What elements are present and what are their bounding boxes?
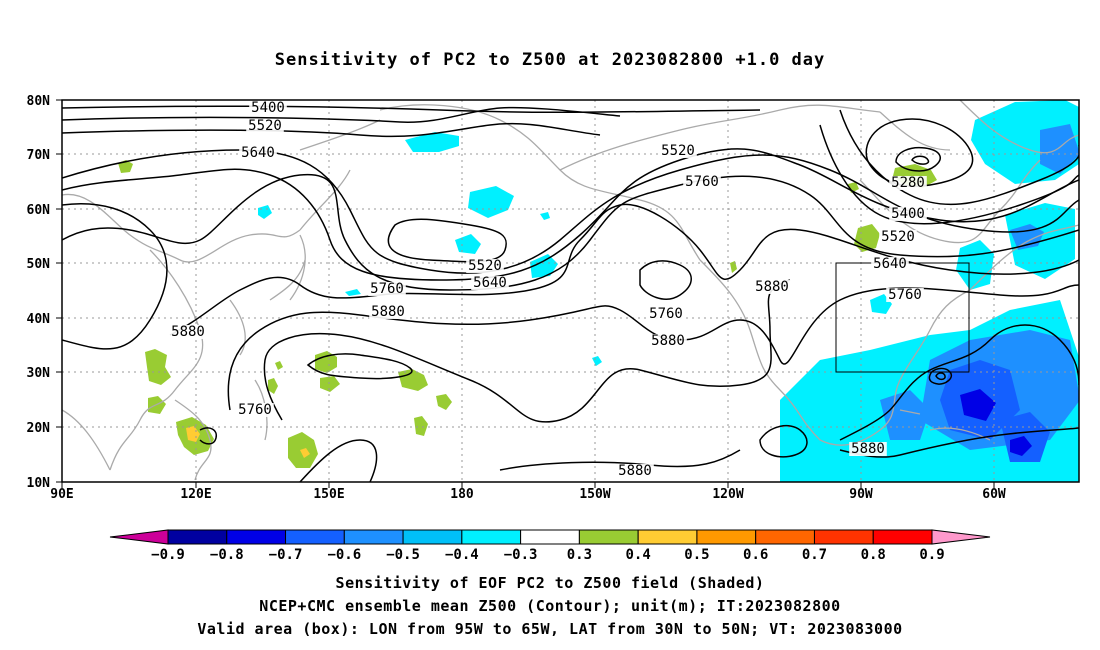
contour-label: 5880 [755,279,789,295]
contour-label-bg [369,305,407,319]
caption-line-2: NCEP+CMC ensemble mean Z500 (Contour); u… [259,597,841,615]
colorbar-swatch [755,529,815,545]
lon-label: 150W [579,487,610,502]
colorbar-min-arrow [109,529,169,545]
colorbar-label: −0.9 [151,547,185,563]
caption-line-1: Sensitivity of EOF PC2 to Z500 field (Sh… [335,574,765,592]
contour-label-bg [849,442,887,456]
lon-label: 120W [712,487,743,502]
contour-label-bg [246,119,284,133]
colorbar-label: 0.8 [861,547,886,563]
contour-label-bg [871,257,909,271]
contour-label: 5280 [891,175,925,191]
contour-label: 5520 [661,143,695,159]
contour-label: 5760 [888,287,922,303]
contour-label-bg [879,230,917,244]
contour-label: 5880 [371,304,405,320]
colorbar-label: 0.5 [684,547,709,563]
colorbar-max-arrow [931,529,991,545]
contour-label-bg [169,325,207,339]
contour-label: 5640 [241,145,275,161]
lon-label: 180 [450,487,474,502]
contour-label: 5760 [685,174,719,190]
contour-labels: 5400552056405520576052805400552056405760… [169,100,927,479]
contour-label: 5880 [171,324,205,340]
colorbar-label: 0.6 [743,547,768,563]
lat-label: 30N [27,366,51,381]
contour-label: 5400 [891,206,925,222]
lat-label: 80N [27,94,51,109]
colorbar-label: 0.4 [626,547,651,563]
colorbar-label: −0.8 [210,547,244,563]
lat-label: 10N [27,476,51,491]
colorbar: −0.9 −0.8 −0.7 −0.6 −0.5 −0.4 −0.3 0.3 0.4 0.5 0.6… [109,529,991,563]
colorbar-label: −0.5 [386,547,420,563]
contour-label: 5760 [649,306,683,322]
lat-label: 50N [27,257,51,272]
lat-axis: 80N 70N 60N 50N 40N 30N 20N 10N [27,94,51,491]
lat-label: 60N [27,203,51,218]
contour-label: 5520 [881,229,915,245]
contour-label: 5880 [618,463,652,479]
colorbar-swatch [578,529,639,545]
contour-label: 5880 [851,441,885,457]
colorbar-swatch [343,529,404,545]
contour-label: 5520 [468,258,502,274]
colorbar-label: 0.9 [919,547,944,563]
colorbar-label: −0.6 [327,547,361,563]
contour-label-bg [368,282,406,296]
lon-axis: 90E 120E 150E 180 150W 120W 90W 60W [50,487,1006,502]
contour-label-bg [889,207,927,221]
colorbar-label: 0.3 [567,547,592,563]
colorbar-swatch [226,529,287,545]
lat-label: 40N [27,312,51,327]
contour-label-bg [753,280,791,294]
contour-label-bg [659,144,697,158]
contour-label-bg [889,176,927,190]
colorbar-swatch [402,529,463,545]
lon-label: 60W [982,487,1006,502]
colorbar-swatch [872,529,933,545]
contour-label: 5880 [651,333,685,349]
contour-label-bg [647,307,685,321]
contour-label-bg [239,146,277,160]
lon-label: 90E [50,487,73,502]
colorbar-swatch [637,529,698,545]
contour-label-bg [886,288,924,302]
contour-label: 5760 [238,402,272,418]
colorbar-swatch [696,529,757,545]
colorbar-swatch [520,529,580,545]
caption-line-3: Valid area (box): LON from 95W to 65W, L… [197,620,903,638]
contour-label-bg [236,403,274,417]
lon-label: 150E [313,487,344,502]
colorbar-label: −0.7 [269,547,303,563]
colorbar-label: −0.3 [504,547,538,563]
map-frame [61,99,1080,483]
contour-label: 5640 [873,256,907,272]
colorbar-swatch [167,529,228,545]
shading-layer [118,100,1079,482]
contour-label: 5760 [370,281,404,297]
contour-label-bg [471,276,509,290]
contour-label: 5520 [248,118,282,134]
figure-title: Sensitivity of PC2 to Z500 at 2023082800… [274,50,826,70]
lat-label: 70N [27,148,51,163]
colorbar-label: 0.7 [802,547,827,563]
colorbar-label: −0.4 [445,547,479,563]
contour-label-bg [616,464,654,478]
lat-label: 20N [27,421,51,436]
lon-label: 90W [849,487,873,502]
contour-label: 5400 [251,100,285,116]
contour-label: 5640 [473,275,507,291]
colorbar-swatch [813,529,874,545]
contour-label-bg [466,259,504,273]
colorbar-swatch [285,529,345,545]
colorbar-swatch [461,529,522,545]
contour-label-bg [683,175,721,189]
contour-label-bg [249,101,287,115]
contour-label-bg [649,334,687,348]
lon-label: 120E [180,487,211,502]
